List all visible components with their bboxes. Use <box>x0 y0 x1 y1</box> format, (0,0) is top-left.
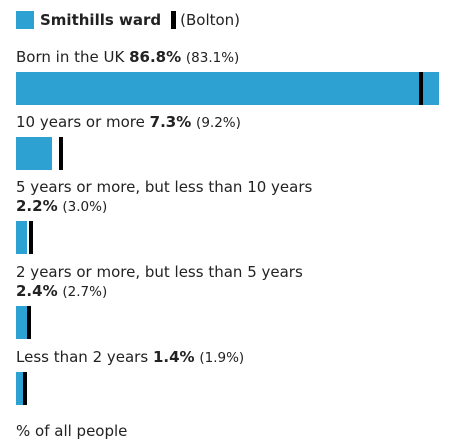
comparator-value-label: (2.7%) <box>62 284 108 300</box>
bar-row: 10 years or more 7.3% (9.2%) <box>16 113 441 170</box>
bar-area <box>16 72 439 105</box>
category-label: 2 years or more, but less than 5 years <box>16 263 303 281</box>
legend-comparator-label: (Bolton) <box>180 11 241 29</box>
legend: Smithills ward (Bolton) <box>16 10 240 30</box>
comparator-value-label: (3.0%) <box>62 199 108 215</box>
bar-row: 2 years or more, but less than 5 years 2.… <box>16 263 441 339</box>
comparator-marker <box>27 306 32 339</box>
bar-area <box>16 221 27 254</box>
bar-area <box>16 306 28 339</box>
comparator-value-label: (9.2%) <box>196 115 241 131</box>
bar-area <box>16 372 23 405</box>
bar-track <box>16 221 439 254</box>
bar-row: 5 years or more, but less than 10 years 2… <box>16 178 441 254</box>
comparator-marker <box>23 372 28 405</box>
legend-swatch-area <box>16 11 34 29</box>
category-label: Born in the UK <box>16 48 125 66</box>
bar-row: Born in the UK 86.8% (83.1%) <box>16 48 441 105</box>
value-label: 2.4% <box>16 282 58 300</box>
axis-unit-label: % of all people <box>16 422 128 440</box>
comparator-value-label: (83.1%) <box>185 50 240 66</box>
category-label: 5 years or more, but less than 10 years <box>16 178 313 196</box>
value-label: 1.4% <box>152 348 195 366</box>
bar-label: Less than 2 years 1.4% (1.9%) <box>16 348 441 368</box>
value-label: 2.2% <box>16 197 58 215</box>
bar-label: 10 years or more 7.3% (9.2%) <box>16 113 441 133</box>
value-label: 86.8% <box>129 48 182 66</box>
comparator-value-label: (1.9%) <box>199 350 245 366</box>
category-label: 10 years or more <box>16 113 145 131</box>
comparator-marker <box>58 137 63 170</box>
value-label: 7.3% <box>149 113 192 131</box>
comparator-marker <box>28 221 33 254</box>
legend-marker-comparator <box>171 11 177 29</box>
comparator-marker <box>418 72 423 105</box>
category-label: Less than 2 years <box>16 348 149 366</box>
bar-track <box>16 306 439 339</box>
legend-area-label: Smithills ward <box>40 11 162 29</box>
bar-row: Less than 2 years 1.4% (1.9%) <box>16 348 441 405</box>
bar-track <box>16 372 439 405</box>
bar-label: 5 years or more, but less than 10 years 2… <box>16 178 441 217</box>
bar-label: Born in the UK 86.8% (83.1%) <box>16 48 441 68</box>
bar-track <box>16 137 439 170</box>
bar-track <box>16 72 439 105</box>
bar-label: 2 years or more, but less than 5 years 2.… <box>16 263 441 302</box>
bar-area <box>16 137 52 170</box>
